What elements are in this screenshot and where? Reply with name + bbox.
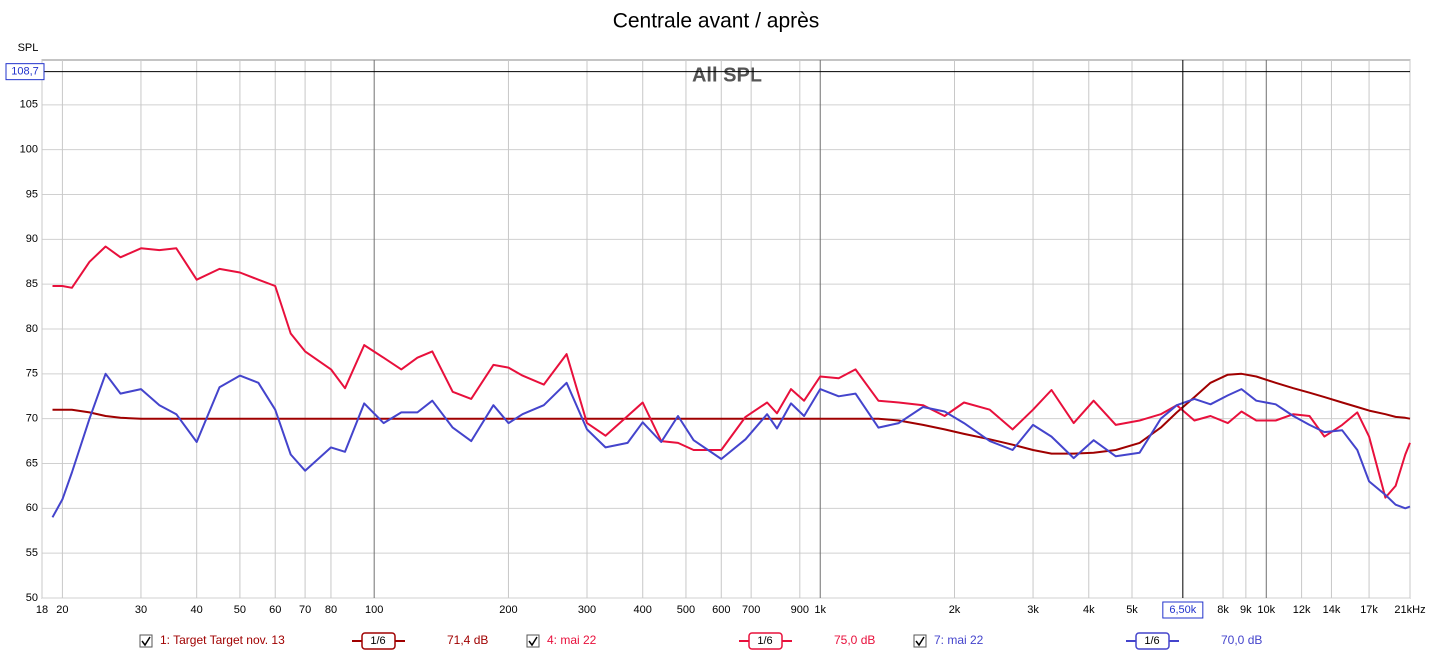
x-tick-label: 14k bbox=[1323, 604, 1341, 616]
y-tick-label: 80 bbox=[26, 323, 38, 335]
x-tick-label: 400 bbox=[634, 604, 652, 616]
annotation: All SPL bbox=[692, 64, 762, 86]
legend-checkbox bbox=[139, 634, 153, 648]
cursor-y-label: 108,7 bbox=[11, 66, 39, 78]
x-tick-label: 600 bbox=[712, 604, 730, 616]
series-line bbox=[52, 245, 1411, 499]
chart-title: Centrale avant / après bbox=[613, 10, 820, 33]
legend-smoothing: 1/6 bbox=[1144, 635, 1159, 647]
x-tick-label: 4k bbox=[1083, 604, 1095, 616]
legend-label: 4: mai 22 bbox=[547, 633, 597, 647]
x-tick-label: 200 bbox=[499, 604, 517, 616]
legend-check bbox=[141, 636, 151, 647]
legend-label: 7: mai 22 bbox=[934, 633, 984, 647]
y-tick-label: 70 bbox=[26, 413, 38, 425]
x-tick-label: 17k bbox=[1360, 604, 1378, 616]
legend-reading: 75,0 dB bbox=[834, 633, 875, 647]
x-tick-label: 60 bbox=[269, 604, 281, 616]
series-line bbox=[51, 372, 1411, 518]
x-tick-label: 50 bbox=[234, 604, 246, 616]
x-tick-label: 3k bbox=[1027, 604, 1039, 616]
x-tick-label: 12k bbox=[1293, 604, 1311, 616]
x-tick-label: 100 bbox=[365, 604, 383, 616]
y-tick-label: 90 bbox=[26, 233, 38, 245]
cursor-label-box bbox=[5, 63, 45, 81]
y-tick-label: 85 bbox=[26, 278, 38, 290]
x-tick-label: 9k bbox=[1240, 604, 1252, 616]
legend-check bbox=[528, 636, 538, 647]
x-tick-label: 5k bbox=[1126, 604, 1138, 616]
y-tick-label: 75 bbox=[26, 368, 38, 380]
x-tick-label: 8k bbox=[1217, 604, 1229, 616]
legend-smoothing-box bbox=[361, 632, 396, 650]
legend-reading: 70,0 dB bbox=[1221, 633, 1262, 647]
x-tick-label: 700 bbox=[742, 604, 760, 616]
y-tick-label: 60 bbox=[26, 502, 38, 514]
legend-smoothing: 1/6 bbox=[370, 635, 385, 647]
cursor-x-label: 6,50k bbox=[1169, 604, 1196, 616]
series-line bbox=[52, 372, 1411, 455]
y-tick-label: 95 bbox=[26, 188, 38, 200]
cursor-label-box bbox=[1162, 601, 1204, 619]
legend-reading: 71,4 dB bbox=[447, 633, 488, 647]
x-tick-label: 500 bbox=[677, 604, 695, 616]
x-tick-label: 21kHz bbox=[1394, 604, 1425, 616]
x-tick-label: 70 bbox=[299, 604, 311, 616]
x-tick-label: 2k bbox=[949, 604, 961, 616]
x-tick-label: 1k bbox=[814, 604, 826, 616]
y-tick-label: 50 bbox=[26, 592, 38, 604]
legend-smoothing-box bbox=[1135, 632, 1170, 650]
y-tick-label: 100 bbox=[20, 144, 38, 156]
x-tick-label: 20 bbox=[56, 604, 68, 616]
y-tick-label: 55 bbox=[26, 547, 38, 559]
legend-label: 1: Target Target nov. 13 bbox=[160, 633, 285, 647]
x-tick-label: 900 bbox=[791, 604, 809, 616]
y-tick-label: 65 bbox=[26, 457, 38, 469]
x-tick-label: 40 bbox=[191, 604, 203, 616]
x-tick-label: 10k bbox=[1257, 604, 1275, 616]
y-axis-label: SPL bbox=[18, 42, 39, 54]
legend-check bbox=[915, 636, 925, 647]
legend-smoothing-box bbox=[748, 632, 783, 650]
y-tick-label: 105 bbox=[20, 99, 38, 111]
legend-checkbox bbox=[913, 634, 927, 648]
x-tick-label: 30 bbox=[135, 604, 147, 616]
legend-smoothing: 1/6 bbox=[757, 635, 772, 647]
x-tick-label: 18 bbox=[36, 604, 48, 616]
legend-checkbox bbox=[526, 634, 540, 648]
x-tick-label: 80 bbox=[325, 604, 337, 616]
x-tick-label: 300 bbox=[578, 604, 596, 616]
